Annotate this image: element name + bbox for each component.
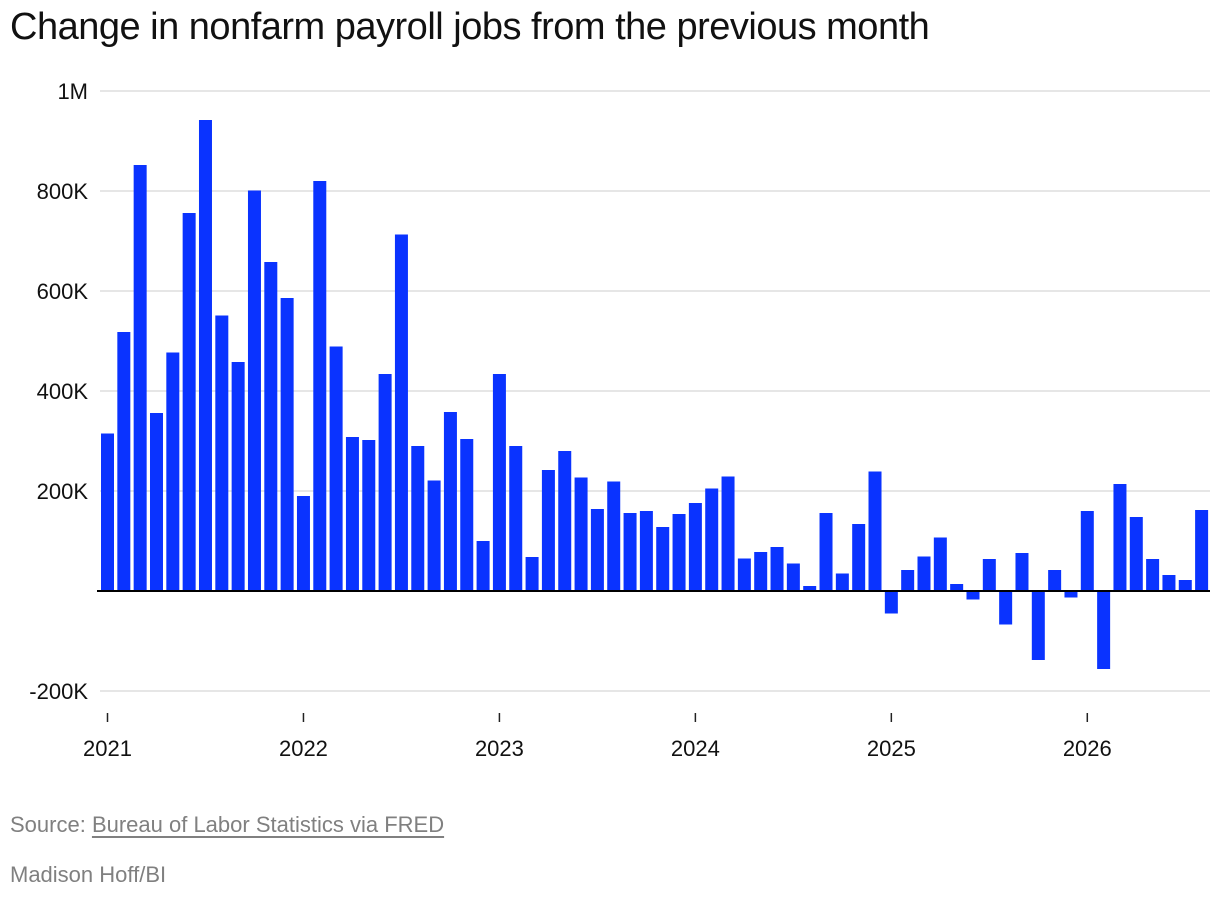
bar-2022-09 xyxy=(427,480,441,591)
bar-2026-01 xyxy=(1080,511,1094,591)
bar-2023-09 xyxy=(623,513,637,591)
bar-2023-04 xyxy=(541,470,555,591)
bar-chart: 1M 800K 600K 400K 200K -200K 2021 2022 2023 2024 2… xyxy=(29,79,1210,761)
bar-2026-08 xyxy=(1195,510,1209,591)
bar-2025-10 xyxy=(1031,591,1045,660)
x-tick-label: 2026 xyxy=(1063,736,1112,761)
bar-2023-06 xyxy=(574,477,588,591)
bar-2024-07 xyxy=(786,563,800,591)
bar-2025-03 xyxy=(917,556,931,591)
bar-2023-05 xyxy=(558,451,572,591)
x-tick-label: 2022 xyxy=(279,736,328,761)
bar-2025-04 xyxy=(933,537,947,591)
x-tick-label: 2023 xyxy=(475,736,524,761)
bar-2024-08 xyxy=(803,586,817,591)
bars xyxy=(101,120,1209,669)
bar-2024-03 xyxy=(721,476,735,591)
bar-2022-06 xyxy=(378,374,392,591)
y-tick-label: 800K xyxy=(37,179,89,204)
bar-2025-01 xyxy=(884,591,898,614)
bar-2024-10 xyxy=(835,573,849,591)
bar-2026-03 xyxy=(1113,484,1127,591)
bar-2021-08 xyxy=(215,315,229,591)
bar-2022-12 xyxy=(476,541,490,591)
bar-2026-07 xyxy=(1178,580,1192,591)
bar-2025-11 xyxy=(1048,570,1062,591)
bar-2022-08 xyxy=(411,446,425,591)
bar-2021-01 xyxy=(101,433,114,591)
source-prefix: Source: xyxy=(10,812,92,837)
x-tick-label: 2025 xyxy=(867,736,916,761)
bar-2024-11 xyxy=(852,524,866,591)
bar-2026-05 xyxy=(1146,559,1160,591)
y-tick-label: 400K xyxy=(37,379,89,404)
bar-2022-04 xyxy=(345,437,359,591)
bar-2021-04 xyxy=(149,413,163,591)
bar-2026-04 xyxy=(1129,517,1143,591)
bar-2021-05 xyxy=(166,352,180,591)
bar-2025-08 xyxy=(999,591,1013,625)
y-tick-label: -200K xyxy=(29,679,88,704)
bar-2023-11 xyxy=(656,527,670,591)
bar-2021-07 xyxy=(198,120,212,591)
bar-2022-05 xyxy=(362,440,376,591)
bar-2024-02 xyxy=(705,488,719,591)
y-tick-label: 600K xyxy=(37,279,89,304)
bar-2021-10 xyxy=(247,190,261,591)
bar-2021-12 xyxy=(280,298,294,591)
bar-2023-12 xyxy=(672,514,686,591)
source-line: Source: Bureau of Labor Statistics via F… xyxy=(10,812,444,838)
bar-2026-06 xyxy=(1162,575,1176,591)
bar-2023-07 xyxy=(590,509,604,591)
bar-2023-10 xyxy=(639,511,653,591)
bar-2025-09 xyxy=(1015,553,1029,591)
bar-2024-09 xyxy=(819,513,833,591)
source-link[interactable]: Bureau of Labor Statistics via FRED xyxy=(91,812,445,837)
bar-2023-01 xyxy=(492,374,506,591)
bar-2022-11 xyxy=(460,439,474,591)
bar-2021-11 xyxy=(264,262,278,591)
bar-2021-09 xyxy=(231,362,245,591)
y-tick-label: 1M xyxy=(57,79,88,104)
bar-2023-02 xyxy=(509,446,523,591)
bar-2024-06 xyxy=(770,547,784,591)
bar-2022-03 xyxy=(329,346,343,591)
chart-title: Change in nonfarm payroll jobs from the … xyxy=(10,6,930,48)
bar-2025-06 xyxy=(966,591,980,600)
bar-2022-10 xyxy=(443,412,457,591)
credit: Madison Hoff/BI xyxy=(10,862,167,887)
bar-2026-02 xyxy=(1097,591,1111,669)
bar-2022-01 xyxy=(296,496,310,591)
bar-2023-08 xyxy=(607,481,621,591)
bar-2024-05 xyxy=(754,552,768,591)
bar-2025-12 xyxy=(1064,591,1078,598)
axes: 1M 800K 600K 400K 200K -200K 2021 2022 2023 2024 2… xyxy=(29,79,1210,761)
bar-2025-02 xyxy=(901,570,915,591)
bar-2025-05 xyxy=(950,584,964,591)
x-tick-label: 2021 xyxy=(83,736,132,761)
bar-2024-04 xyxy=(737,558,751,591)
bar-2024-12 xyxy=(868,471,882,591)
x-tick-label: 2024 xyxy=(671,736,720,761)
bar-2023-03 xyxy=(525,557,539,591)
bar-2022-02 xyxy=(313,181,327,591)
bar-2021-02 xyxy=(117,332,131,591)
y-tick-label: 200K xyxy=(37,479,89,504)
bar-2021-03 xyxy=(133,165,147,591)
bar-2022-07 xyxy=(394,234,408,591)
bar-2024-01 xyxy=(688,503,702,591)
bar-2021-06 xyxy=(182,213,196,591)
bar-2025-07 xyxy=(982,559,996,591)
